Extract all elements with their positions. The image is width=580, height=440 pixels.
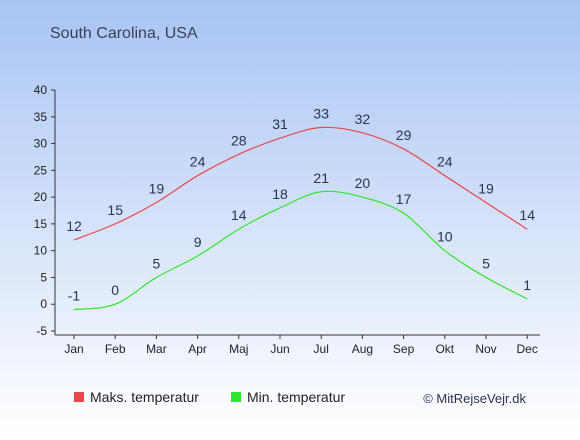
legend-label-max: Maks. temperatur <box>90 389 199 405</box>
min-temperature-label: 14 <box>231 207 247 223</box>
legend-swatch-min <box>231 392 241 402</box>
max-temperature-label: 31 <box>272 116 288 132</box>
max-temperature-label: 15 <box>107 202 123 218</box>
max-temperature-label: 19 <box>149 180 165 196</box>
y-tick-label: -5 <box>36 324 47 338</box>
max-temperature-label: 19 <box>478 180 494 196</box>
y-tick-label: 15 <box>34 217 48 231</box>
max-temperature-label: 24 <box>190 154 206 170</box>
max-temperature-label: 33 <box>313 105 329 121</box>
chart-title: South Carolina, USA <box>50 25 198 42</box>
copyright-text: © MitRejseVejr.dk <box>423 391 526 406</box>
x-tick-label: Aug <box>352 342 373 356</box>
y-tick-label: 30 <box>34 137 48 151</box>
min-temperature-label: 0 <box>111 282 119 298</box>
max-temperature-label: 29 <box>396 127 412 143</box>
x-tick-label: Jan <box>64 342 83 356</box>
y-tick-label: 0 <box>40 297 47 311</box>
x-tick-label: Feb <box>105 342 126 356</box>
max-temperature-line <box>73 126 528 241</box>
y-tick-label: 25 <box>34 163 48 177</box>
max-temperature-label: 28 <box>231 132 247 148</box>
x-tick-label: Okt <box>435 342 454 356</box>
legend-swatch-max <box>74 392 84 402</box>
min-temperature-label: 10 <box>437 229 453 245</box>
y-tick-label: 35 <box>34 110 48 124</box>
min-temperature-label: 18 <box>272 186 288 202</box>
x-tick-label: Dec <box>517 342 538 356</box>
max-temperature-label: 14 <box>519 207 535 223</box>
min-temperature-label: 5 <box>482 255 490 271</box>
y-tick-label: 5 <box>40 270 47 284</box>
min-temperature-label: 9 <box>194 234 202 250</box>
max-temperature-label: 24 <box>437 154 453 170</box>
min-temperature-label: 20 <box>355 175 371 191</box>
min-temperature-label: 21 <box>313 170 329 186</box>
y-tick-label: 10 <box>34 244 48 258</box>
y-tick-label: 40 <box>34 83 48 97</box>
max-temperature-label: 32 <box>355 111 371 127</box>
max-temperature-label: 12 <box>66 218 82 234</box>
x-tick-label: Sep <box>393 342 415 356</box>
x-tick-label: Nov <box>475 342 496 356</box>
x-tick-label: Apr <box>188 342 207 356</box>
x-tick-label: Maj <box>229 342 248 356</box>
x-tick-label: Jul <box>314 342 329 356</box>
min-temperature-line <box>73 190 528 311</box>
x-tick-label: Mar <box>146 342 167 356</box>
min-temperature-label: 5 <box>153 255 161 271</box>
min-temperature-label: 1 <box>523 277 531 293</box>
legend-label-min: Min. temperatur <box>247 389 345 405</box>
min-temperature-label: -1 <box>68 288 81 304</box>
y-tick-label: 20 <box>34 190 48 204</box>
x-tick-label: Jun <box>270 342 289 356</box>
min-temperature-label: 17 <box>396 191 412 207</box>
